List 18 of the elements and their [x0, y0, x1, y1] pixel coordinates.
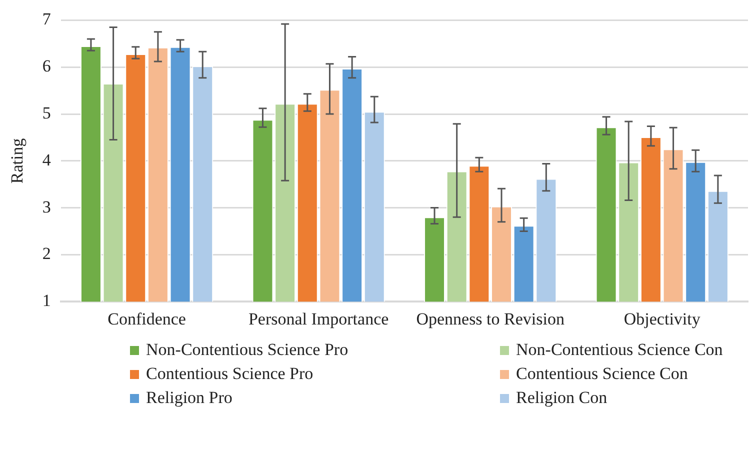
y-tick-label: 4 [42, 150, 52, 170]
y-tick-label: 6 [42, 56, 51, 76]
x-tick-label: Personal Importance [248, 309, 389, 328]
legend-label: Religion Pro [146, 388, 232, 408]
legend-label: Non-Contentious Science Con [516, 340, 723, 360]
legend-label: Non-Contentious Science Pro [146, 340, 348, 360]
x-tick-label: Openness to Revision [416, 309, 565, 328]
y-tick-label: 1 [42, 291, 51, 310]
y-tick-label: 7 [42, 10, 52, 29]
x-tick-label: Confidence [108, 309, 186, 328]
legend-label: Contentious Science Pro [146, 364, 314, 384]
x-tick-label: Objectivity [624, 309, 701, 328]
legend-label: Contentious Science Con [516, 364, 688, 384]
legend-label: Religion Con [516, 388, 608, 408]
y-tick-label: 3 [42, 197, 51, 216]
y-tick-label: 5 [42, 103, 51, 122]
y-axis-title: Rating [8, 138, 27, 184]
y-tick-label: 2 [42, 244, 51, 264]
